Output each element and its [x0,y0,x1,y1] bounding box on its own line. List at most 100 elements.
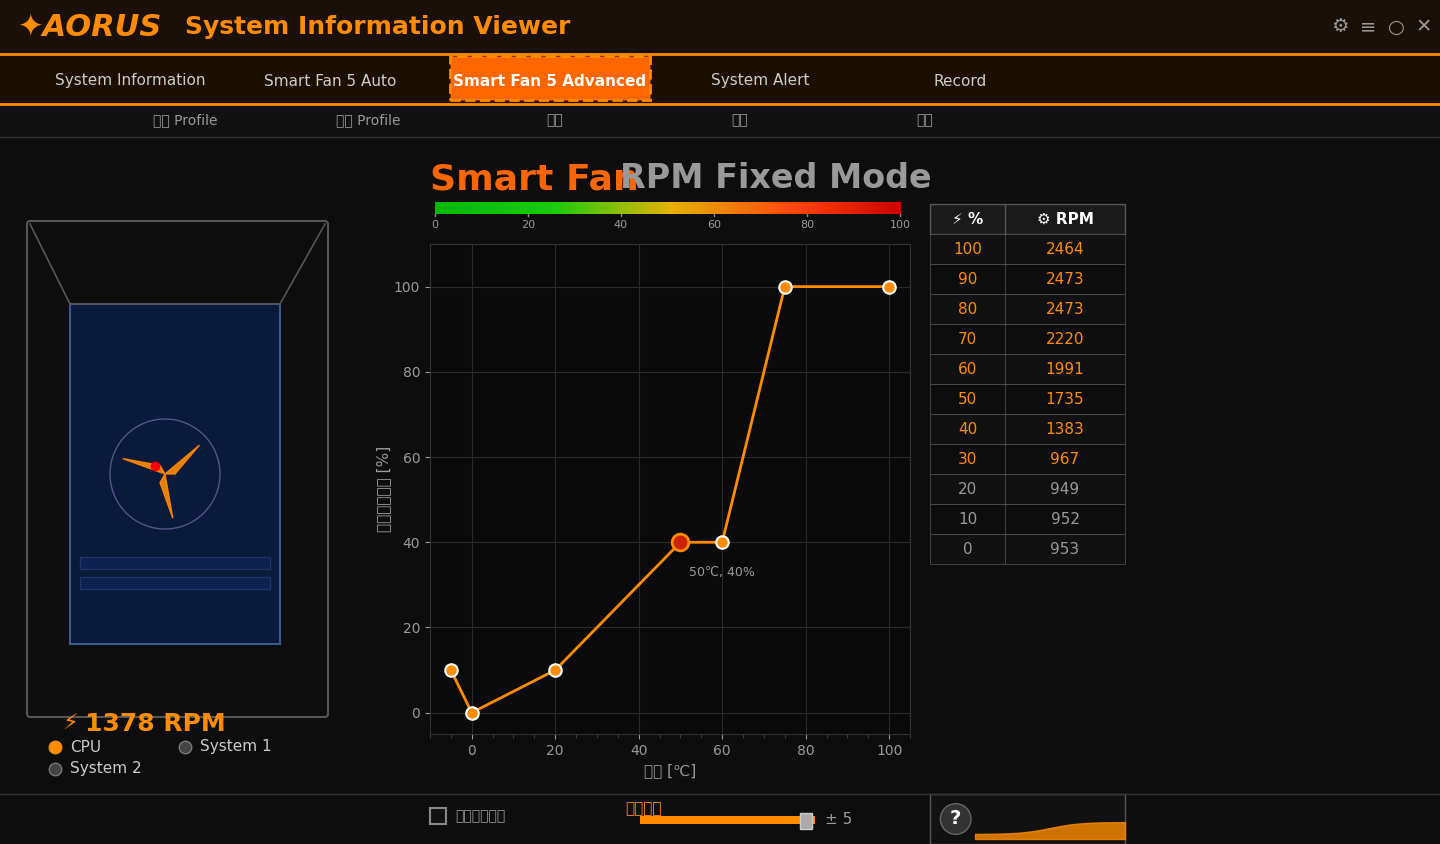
Bar [930,504,1125,534]
Bar [783,202,789,214]
Text: 重设: 重设 [732,113,749,127]
Bar [552,202,556,214]
X-axis label: 温度 [℃]: 温度 [℃] [644,763,696,778]
Bar [798,202,804,214]
Bar [835,202,840,214]
Bar [608,202,612,214]
Bar [896,202,900,214]
Text: 70: 70 [958,332,978,347]
Bar [662,202,668,214]
FancyBboxPatch shape [449,56,649,100]
Bar [579,202,585,214]
Text: 30: 30 [958,452,978,467]
Bar [746,202,752,214]
Bar [495,202,501,214]
Bar [877,202,881,214]
Bar [723,202,729,214]
Bar [575,202,580,214]
Text: System Information Viewer: System Information Viewer [184,15,570,39]
Bar [449,202,454,214]
Bar [0,794,1440,844]
Bar [547,202,552,214]
Bar [514,202,520,214]
Text: 储存 Profile: 储存 Profile [336,113,400,127]
Bar [454,202,459,214]
Bar [500,202,505,214]
Bar [537,202,543,214]
Bar [930,204,1125,234]
Text: ✕: ✕ [1416,18,1433,36]
Bar [481,202,487,214]
Bar [873,202,877,214]
Bar [770,202,775,214]
Text: 60: 60 [958,361,978,376]
Bar [510,202,514,214]
Bar [714,202,719,214]
Bar [439,202,445,214]
Text: 967: 967 [1050,452,1080,467]
Bar [930,534,1125,564]
Bar [505,202,510,214]
Bar [930,324,1125,354]
Bar [598,202,603,214]
Bar [649,202,654,214]
Bar [654,202,658,214]
Text: 952: 952 [1051,511,1080,527]
Bar [668,202,672,214]
Bar [523,202,528,214]
Bar [858,202,864,214]
Bar [612,202,616,214]
Bar [672,202,677,214]
Bar [541,202,547,214]
Bar [881,202,887,214]
Bar [816,202,821,214]
Text: 50: 50 [958,392,978,407]
Text: ⚡: ⚡ [62,714,78,734]
Text: 确认: 确认 [917,113,933,127]
Text: 100: 100 [890,220,910,230]
Bar [930,414,1125,444]
Bar [435,202,441,214]
Bar [802,202,808,214]
Bar [930,384,1125,414]
Bar [644,202,649,214]
Text: 20: 20 [521,220,536,230]
Bar [681,202,687,214]
Text: Smart Fan 5 Auto: Smart Fan 5 Auto [264,73,396,89]
Text: CPU: CPU [71,739,101,755]
Text: 1735: 1735 [1045,392,1084,407]
Text: ± 5: ± 5 [825,813,852,827]
Text: 100: 100 [953,241,982,257]
Bar [806,202,812,214]
Bar [583,202,589,214]
Bar [733,202,737,214]
Bar [779,202,785,214]
Text: ?: ? [950,809,962,829]
Bar [616,202,622,214]
Text: Record: Record [933,73,986,89]
Bar [821,202,827,214]
Bar [625,202,631,214]
Bar [793,202,798,214]
Bar [472,202,477,214]
Text: 2473: 2473 [1045,272,1084,286]
Bar [631,202,635,214]
Bar [840,202,845,214]
Bar [621,202,626,214]
Text: RPM Fixed Mode: RPM Fixed Mode [621,163,932,196]
FancyBboxPatch shape [0,54,1440,104]
Text: 40: 40 [613,220,628,230]
Bar [854,202,858,214]
Bar [930,264,1125,294]
Text: 调校: 调校 [547,113,563,127]
Text: 80: 80 [958,301,978,316]
Circle shape [109,419,220,529]
Bar [848,202,854,214]
Text: 1378 RPM: 1378 RPM [85,712,226,736]
Bar [737,202,743,214]
Bar [704,202,710,214]
Text: ⚙: ⚙ [1331,18,1349,36]
Bar [930,444,1125,474]
Bar [533,202,537,214]
Text: ⚙ RPM: ⚙ RPM [1037,212,1093,226]
